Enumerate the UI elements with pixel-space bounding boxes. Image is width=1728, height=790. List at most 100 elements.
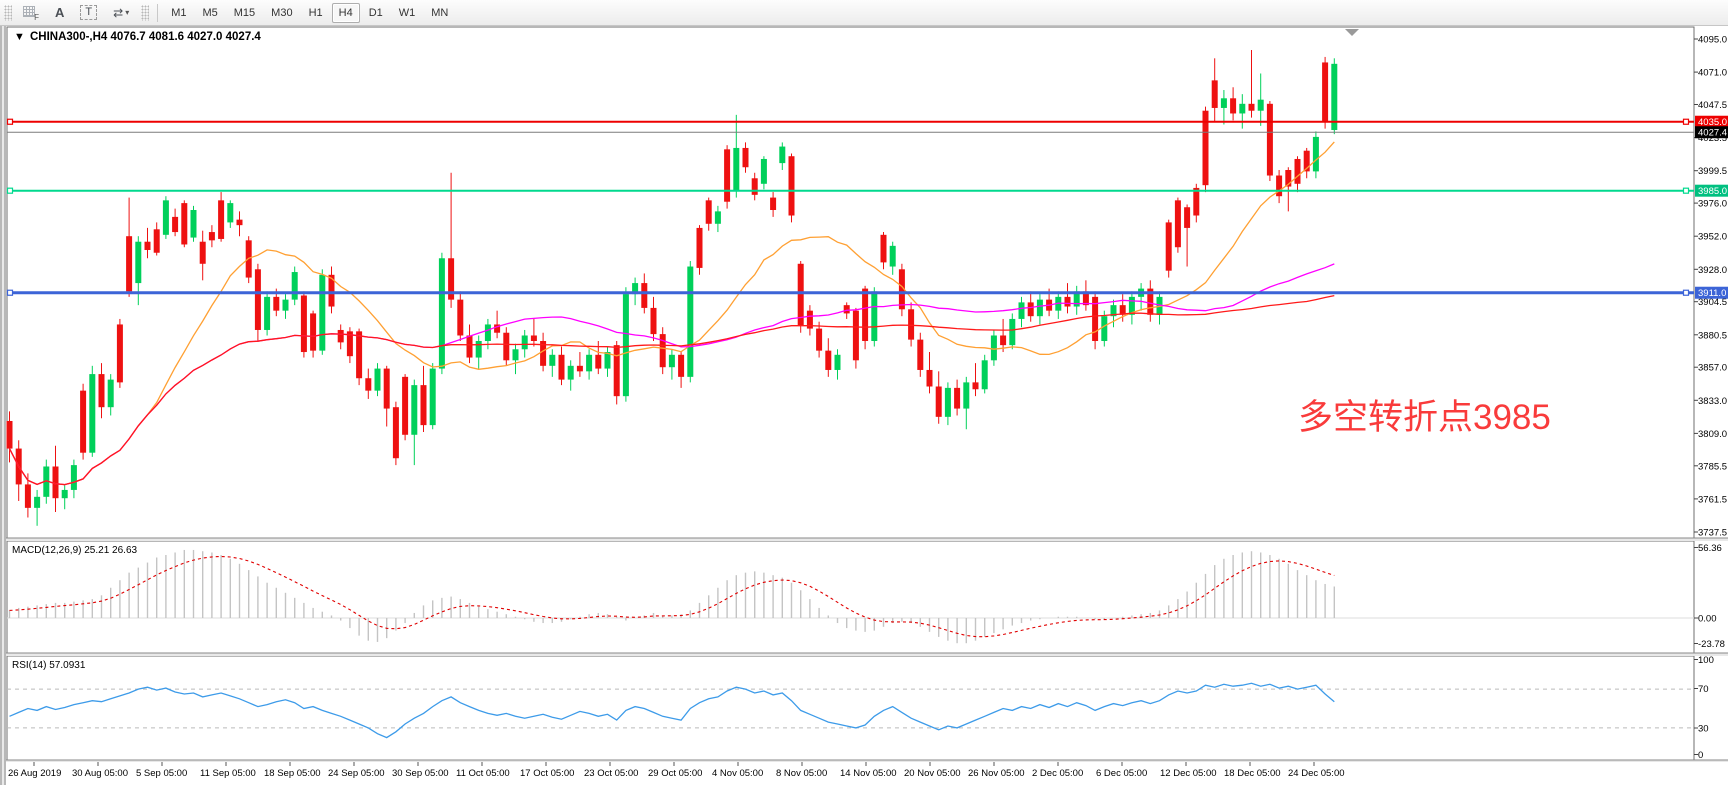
candle-body bbox=[1174, 200, 1181, 248]
rsi-line bbox=[9, 682, 1335, 739]
price-badge-label: 3985.0 bbox=[1698, 186, 1727, 197]
timeframe-button-m30[interactable]: M30 bbox=[271, 6, 293, 19]
hline-handle[interactable] bbox=[6, 289, 14, 296]
macd-signal-line bbox=[9, 555, 1335, 638]
timeframe-button-w1[interactable]: W1 bbox=[398, 6, 416, 19]
arrows-tool-button[interactable]: ⇄ ▾ bbox=[106, 3, 136, 23]
candle-body bbox=[898, 269, 905, 310]
timeframe-button-mn[interactable]: MN bbox=[431, 6, 449, 19]
date-tick-label: 24 Sep 05:00 bbox=[328, 768, 385, 779]
candle-body bbox=[181, 203, 188, 245]
timeframe-button-m15[interactable]: M15 bbox=[233, 6, 256, 19]
chart-window: ▼ CHINA300-,H4 4076.7 4081.6 4027.0 4027.… bbox=[0, 26, 1728, 785]
chart-annotation[interactable]: 多空转折点3985 bbox=[1298, 398, 1551, 437]
candle-body bbox=[632, 283, 639, 295]
rsi-tick-label: 100 bbox=[1698, 655, 1714, 666]
price-badge-label: 3911.0 bbox=[1698, 288, 1726, 299]
candle-body bbox=[346, 331, 353, 357]
chart-canvas[interactable]: ▼ CHINA300-,H4 4076.7 4081.6 4027.0 4027.… bbox=[0, 26, 1728, 785]
candle-body bbox=[1202, 110, 1209, 186]
candle-body bbox=[328, 274, 335, 307]
price-axis: 4095.0 4071.0 4047.5 4023.5 3999.5 3976.0 3952… bbox=[1694, 35, 1728, 538]
hline-handle[interactable] bbox=[6, 118, 14, 125]
price-tick-label: 3976.0 bbox=[1698, 199, 1727, 210]
candle-body bbox=[1276, 175, 1283, 197]
date-tick-label: 30 Sep 05:00 bbox=[392, 768, 449, 779]
timeframe-button-m5[interactable]: M5 bbox=[202, 6, 218, 19]
candle-body bbox=[540, 341, 547, 366]
candle-body bbox=[917, 339, 924, 370]
pane-separator-0[interactable] bbox=[0, 538, 1728, 541]
candle-body bbox=[1055, 296, 1062, 311]
candle-body bbox=[310, 313, 317, 351]
candle-body bbox=[889, 245, 896, 267]
candle-body bbox=[70, 465, 77, 490]
toolbar-grip[interactable] bbox=[4, 4, 12, 21]
price-tick-label: 3904.5 bbox=[1698, 297, 1727, 308]
hline-handle[interactable] bbox=[1682, 118, 1690, 125]
timeframe-button-m1[interactable]: M1 bbox=[171, 6, 187, 19]
pane-border-2 bbox=[6, 655, 1695, 761]
timeframe-button-d1[interactable]: D1 bbox=[368, 6, 383, 19]
candle-body bbox=[172, 216, 179, 233]
timeframe-button-h4[interactable]: H4 bbox=[331, 2, 360, 23]
window-edge[interactable] bbox=[0, 26, 6, 785]
text-label-button[interactable]: A bbox=[48, 3, 71, 23]
font-tool-button[interactable]: F bbox=[16, 3, 46, 23]
chart-shift-marker-icon[interactable] bbox=[1345, 29, 1359, 36]
candle-body bbox=[503, 332, 510, 361]
candle-body bbox=[1082, 291, 1089, 306]
candle-body bbox=[1248, 103, 1255, 111]
candle-body bbox=[254, 269, 261, 330]
candle-body bbox=[549, 354, 556, 366]
candle-body bbox=[926, 369, 933, 387]
candle-body bbox=[751, 178, 758, 195]
candle-body bbox=[374, 368, 381, 391]
symbol-dropdown-icon[interactable]: ▼ bbox=[14, 31, 25, 43]
hline-handle[interactable] bbox=[1682, 187, 1690, 194]
pane-separator-2[interactable] bbox=[0, 760, 1728, 762]
candle-body bbox=[687, 266, 694, 377]
macd-tick-label: 0.00 bbox=[1698, 614, 1717, 625]
candle-body bbox=[954, 387, 961, 409]
pane-separator-1[interactable] bbox=[0, 653, 1728, 656]
candle-body bbox=[1331, 63, 1338, 131]
candle-body bbox=[604, 352, 611, 369]
candle-body bbox=[972, 382, 979, 390]
chart-title: CHINA300-,H4 4076.7 4081.6 4027.0 4027.4 bbox=[30, 31, 261, 43]
candle-body bbox=[622, 294, 629, 397]
candle-body bbox=[816, 328, 823, 351]
price-tick-label: 3952.0 bbox=[1698, 232, 1727, 243]
candle-body bbox=[218, 200, 225, 239]
candle-body bbox=[576, 365, 583, 372]
date-tick-label: 12 Dec 05:00 bbox=[1160, 768, 1217, 779]
macd-tick-label: -23.78 bbox=[1698, 639, 1725, 650]
toolbar-separator bbox=[157, 3, 159, 22]
chevron-down-icon: ▾ bbox=[125, 8, 130, 17]
candle-body bbox=[724, 149, 731, 202]
candles-layer bbox=[6, 50, 1338, 526]
candle-body bbox=[880, 234, 887, 263]
macd-pane: MACD(12,26,9) 25.21 26.63 56.36 0.00 -23.78 bbox=[7, 543, 1725, 650]
timeframe-group: M1 M5 M15 M30 H1 H4 D1 W1 MN bbox=[163, 2, 456, 23]
candle-body bbox=[613, 345, 620, 397]
candle-body bbox=[788, 156, 795, 216]
candle-body bbox=[733, 147, 740, 191]
hline-handle[interactable] bbox=[6, 187, 14, 194]
candle-body bbox=[1184, 207, 1191, 228]
price-badge-label: 4035.0 bbox=[1698, 117, 1727, 128]
candle-body bbox=[760, 158, 767, 184]
toolbar-grip-2[interactable] bbox=[141, 4, 150, 21]
price-tick-label: 3761.5 bbox=[1698, 494, 1727, 505]
date-tick-label: 18 Sep 05:00 bbox=[264, 768, 321, 779]
date-tick-label: 6 Dec 05:00 bbox=[1096, 768, 1147, 779]
timeframe-button-h1[interactable]: H1 bbox=[308, 6, 323, 19]
hline-handle[interactable] bbox=[1682, 289, 1690, 296]
text-box-button[interactable]: T bbox=[73, 3, 104, 23]
candle-body bbox=[944, 387, 951, 417]
candle-body bbox=[595, 354, 602, 369]
candle-body bbox=[365, 378, 372, 391]
candle-body bbox=[484, 324, 491, 342]
date-tick-label: 14 Nov 05:00 bbox=[840, 768, 897, 779]
date-tick-label: 5 Sep 05:00 bbox=[136, 768, 187, 779]
